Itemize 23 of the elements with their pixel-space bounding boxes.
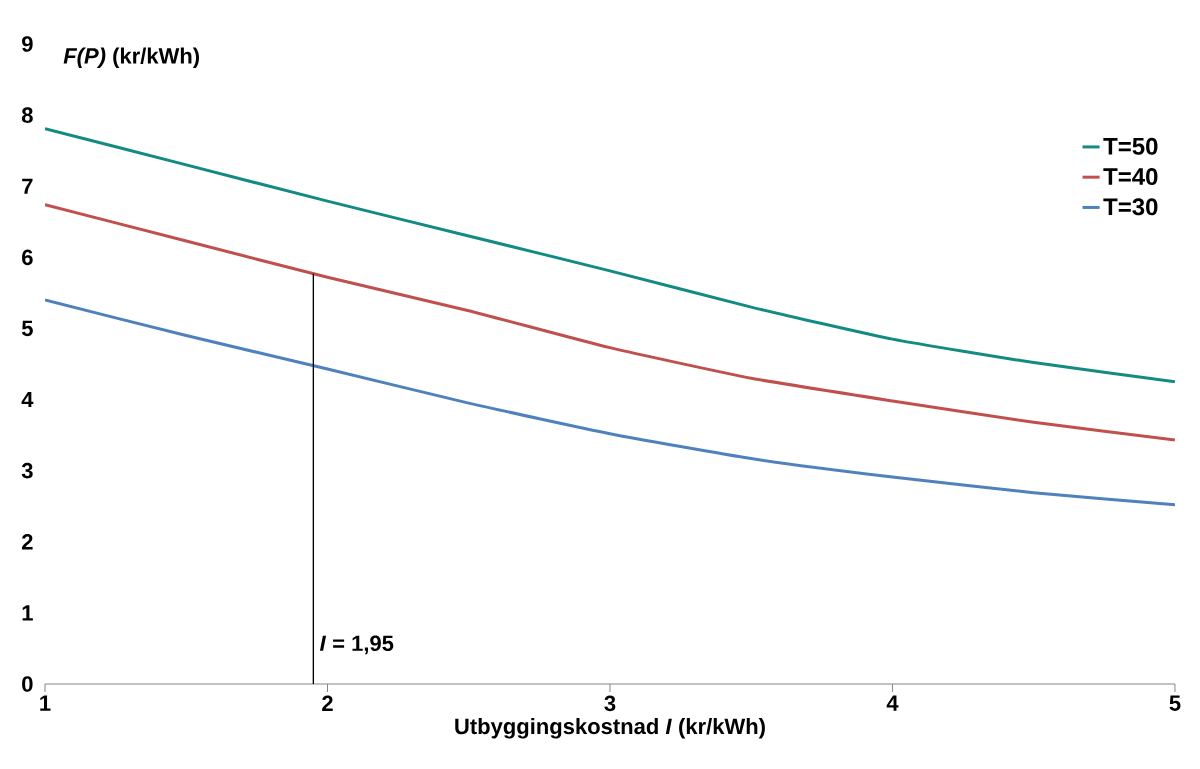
x-tick-label: 2 (322, 695, 333, 711)
y-tick-label: 7 (22, 178, 33, 194)
y-axis-title: F(P) (kr/kWh) (63, 47, 199, 69)
y-tick-label: 1 (22, 605, 33, 621)
x-tick-label: 5 (1169, 695, 1181, 711)
y-tick-label: 6 (22, 249, 33, 266)
x-axis-title: Utbyggingskostnad I (kr/kWh) (455, 718, 765, 739)
legend-label: T=40 (1103, 168, 1158, 186)
annotation: I = 1,95 (319, 635, 394, 655)
line-series (45, 127, 1175, 384)
y-tick-label: 3 (21, 462, 33, 479)
legend-label: T=30 (1103, 198, 1158, 216)
legend-label: T=50 (1103, 137, 1158, 155)
x-tick-label: 3 (604, 695, 616, 712)
x-tick-label: 4 (886, 695, 899, 711)
x-tick-label: 1 (40, 695, 51, 711)
y-tick-label: 0 (22, 676, 33, 692)
y-tick-label: 4 (21, 391, 34, 408)
y-tick-label: 9 (22, 36, 33, 52)
y-tick-label: 5 (21, 320, 33, 337)
y-tick-label: 8 (21, 107, 33, 123)
y-tick-label: 2 (22, 534, 33, 550)
line-series (45, 298, 1175, 507)
